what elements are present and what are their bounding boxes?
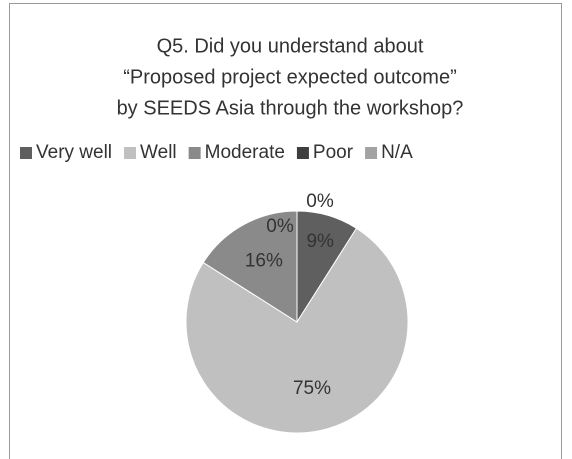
pie-slice — [185, 227, 409, 434]
legend-swatch — [124, 147, 137, 159]
chart-frame — [9, 3, 562, 459]
legend-swatch — [188, 147, 201, 159]
data-label: 75% — [293, 378, 331, 399]
legend-label: Well — [140, 142, 177, 163]
legend-swatch — [296, 147, 309, 159]
data-label: 0% — [306, 191, 334, 212]
legend-swatch — [20, 147, 32, 159]
chart-title: Q5. Did you understand about — [157, 35, 424, 57]
data-label: 9% — [306, 231, 334, 252]
legend-label: Very well — [36, 142, 112, 163]
chart-title: “Proposed project expected outcome” — [123, 66, 457, 88]
legend-label: N/A — [381, 142, 413, 163]
chart-title: by SEEDS Asia through the workshop? — [117, 97, 464, 119]
legend-label: Poor — [313, 142, 354, 163]
pie-slice — [202, 210, 298, 323]
legend-label: Moderate — [205, 142, 285, 163]
data-label: 16% — [245, 251, 283, 272]
legend-swatch — [365, 147, 378, 159]
data-label: 0% — [266, 216, 294, 237]
